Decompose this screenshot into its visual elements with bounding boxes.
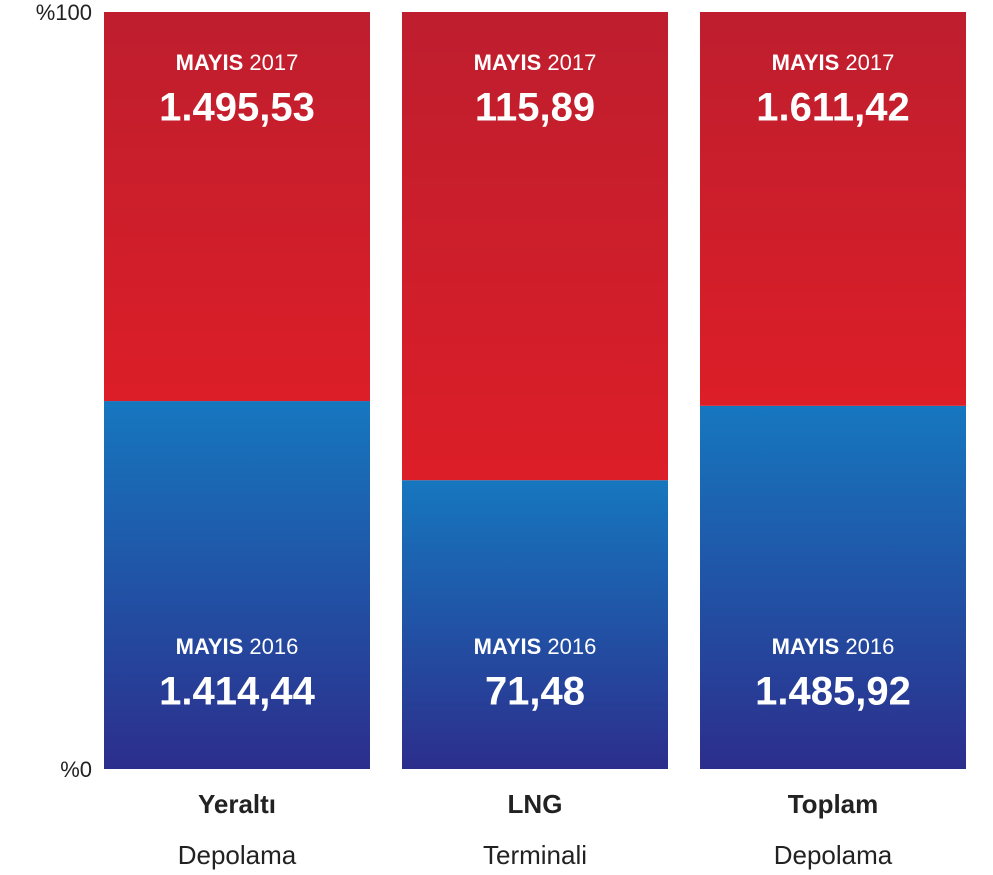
value-label: 71,48 [485, 670, 585, 714]
bar-segment [104, 401, 370, 769]
series-label: MAYIS 2016 [474, 634, 597, 659]
bar-segment [700, 405, 966, 769]
bar-segment [104, 12, 370, 402]
series-label: MAYIS 2017 [176, 50, 299, 75]
y-tick-label: %100 [36, 0, 92, 25]
bar-segment [402, 12, 668, 481]
y-tick-label: %0 [60, 757, 92, 782]
value-label: 1.414,44 [159, 670, 315, 714]
series-label: MAYIS 2016 [176, 634, 299, 659]
category-label: Yeraltı Depolama [178, 789, 297, 870]
bar-segment [700, 12, 966, 406]
bar-segment [402, 480, 668, 769]
value-label: 1.495,53 [159, 86, 315, 130]
series-label: MAYIS 2016 [772, 634, 895, 659]
category-label: Toplam Depolama [774, 789, 893, 870]
category-label: LNG Terminali [483, 789, 587, 870]
series-label: MAYIS 2017 [772, 50, 895, 75]
value-label: 1.485,92 [755, 670, 911, 714]
value-label: 115,89 [475, 86, 595, 130]
value-label: 1.611,42 [756, 86, 910, 130]
series-label: MAYIS 2017 [474, 50, 597, 75]
